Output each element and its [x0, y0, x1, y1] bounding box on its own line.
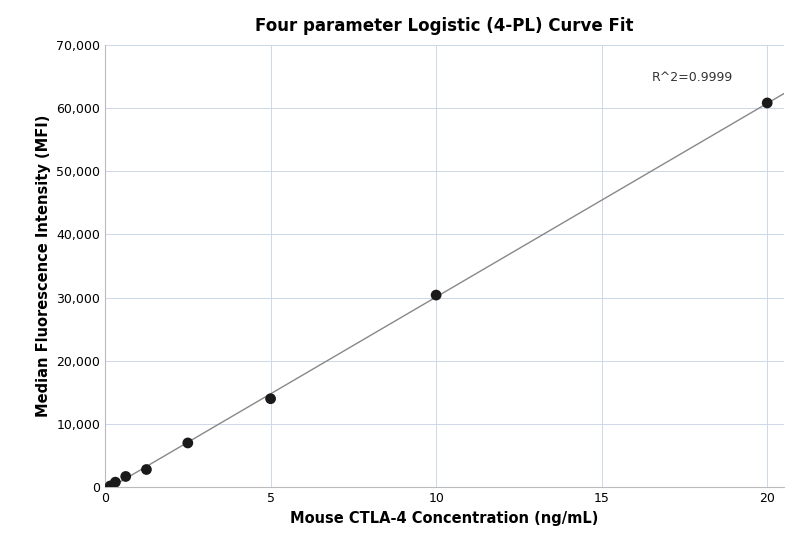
- X-axis label: Mouse CTLA-4 Concentration (ng/mL): Mouse CTLA-4 Concentration (ng/mL): [290, 511, 599, 526]
- Title: Four parameter Logistic (4-PL) Curve Fit: Four parameter Logistic (4-PL) Curve Fit: [255, 17, 633, 35]
- Text: R^2=0.9999: R^2=0.9999: [651, 71, 733, 84]
- Point: [140, 465, 153, 474]
- Point: [120, 472, 133, 481]
- Point: [761, 99, 774, 108]
- Point: [181, 438, 194, 447]
- Y-axis label: Median Fluorescence Intensity (MFI): Median Fluorescence Intensity (MFI): [36, 115, 51, 417]
- Point: [430, 291, 443, 300]
- Point: [109, 478, 122, 487]
- Point: [264, 394, 277, 403]
- Point: [103, 482, 116, 491]
